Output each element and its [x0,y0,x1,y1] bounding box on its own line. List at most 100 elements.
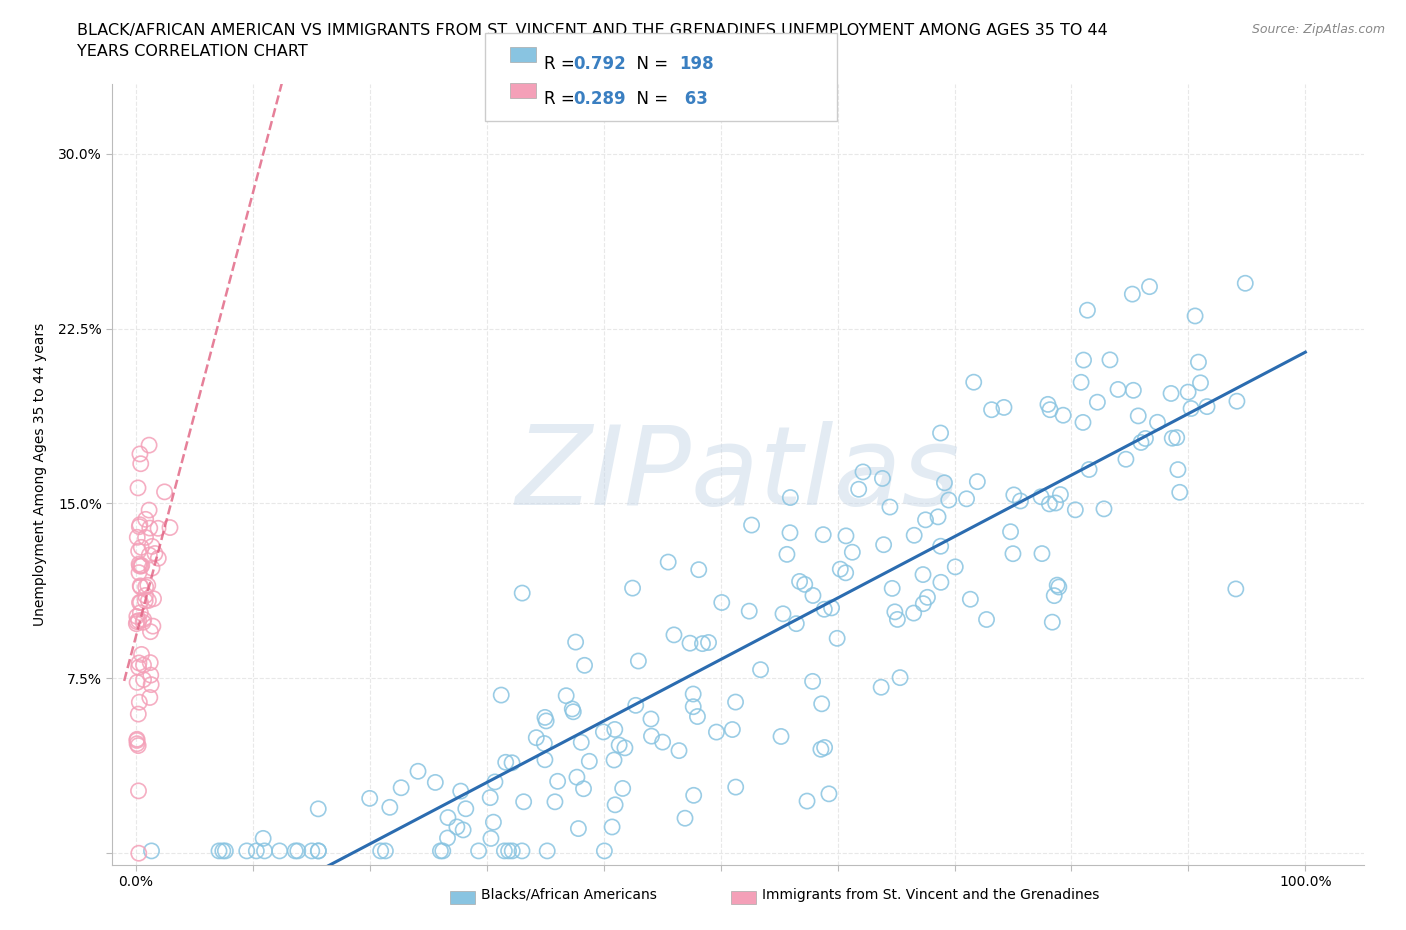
Point [1040,615,1063,630]
Point [467,844,489,858]
Point [128,519,150,534]
Point [1226,393,1249,408]
Point [1071,415,1094,430]
Point [129,595,152,610]
Point [976,612,998,627]
Point [1002,487,1025,502]
Point [125,733,148,748]
Point [640,729,662,744]
Point [662,628,685,643]
Point [498,844,520,858]
Point [1073,352,1095,367]
Point [139,677,162,692]
Point [125,732,148,747]
Point [510,586,533,601]
Point [565,770,588,785]
Point [993,400,1015,415]
Point [484,775,506,790]
Point [307,802,329,817]
Point [139,655,162,670]
Point [682,788,704,803]
Point [779,525,801,540]
Point [555,688,578,703]
Point [1139,279,1161,294]
Point [801,588,824,603]
Point [1001,546,1024,561]
Point [1049,487,1071,502]
Text: ZIPatlas: ZIPatlas [516,420,960,528]
Point [359,790,381,805]
Point [208,844,231,858]
Point [564,634,586,649]
Point [547,774,569,789]
Point [706,724,728,739]
Point [697,635,720,650]
Point [211,844,233,858]
Text: N =: N = [626,90,673,108]
Point [741,518,763,533]
Text: 0.289: 0.289 [574,90,626,108]
Point [1107,382,1129,397]
Point [721,722,744,737]
Point [432,844,454,858]
Point [959,591,981,606]
Point [1122,383,1144,398]
Point [1029,489,1052,504]
Text: R =: R = [544,90,581,108]
Point [429,844,451,858]
Text: 63: 63 [679,90,709,108]
Point [301,844,323,858]
Point [374,844,396,858]
Point [524,730,547,745]
Point [131,647,153,662]
Point [929,575,952,590]
Text: YEARS CORRELATION CHART: YEARS CORRELATION CHART [77,44,308,59]
Point [131,558,153,573]
Text: Immigrants from St. Vincent and the Grenadines: Immigrants from St. Vincent and the Gren… [762,887,1099,902]
Point [963,375,986,390]
Point [929,426,952,441]
Point [129,579,152,594]
Point [138,593,160,608]
Text: 198: 198 [679,55,714,73]
Point [574,658,596,672]
Point [139,624,162,639]
Point [536,844,558,858]
Point [544,794,567,809]
Point [911,567,934,582]
Point [624,698,647,712]
Point [482,815,505,830]
Point [955,491,977,506]
Point [688,563,710,578]
Point [153,485,176,499]
Text: BLACK/AFRICAN AMERICAN VS IMMIGRANTS FROM ST. VINCENT AND THE GRENADINES UNEMPLO: BLACK/AFRICAN AMERICAN VS IMMIGRANTS FRO… [77,23,1108,38]
Point [128,543,150,558]
Point [135,579,157,594]
Point [389,780,412,795]
Point [125,609,148,624]
Text: N =: N = [626,55,673,73]
Text: Source: ZipAtlas.com: Source: ZipAtlas.com [1251,23,1385,36]
Point [572,781,595,796]
Point [593,844,616,858]
Point [886,612,908,627]
Point [1189,376,1212,391]
Point [785,617,807,631]
Point [128,845,150,860]
Point [1166,431,1188,445]
Point [813,740,835,755]
Point [132,658,155,672]
Point [943,560,966,575]
Point [142,591,165,606]
Point [425,775,447,790]
Point [252,831,274,846]
Point [1130,435,1153,450]
Point [253,844,276,858]
Point [830,562,852,577]
Point [903,605,925,620]
Text: 0.792: 0.792 [574,55,627,73]
Point [710,595,733,610]
Point [879,499,901,514]
Point [127,530,149,545]
Point [1128,408,1150,423]
